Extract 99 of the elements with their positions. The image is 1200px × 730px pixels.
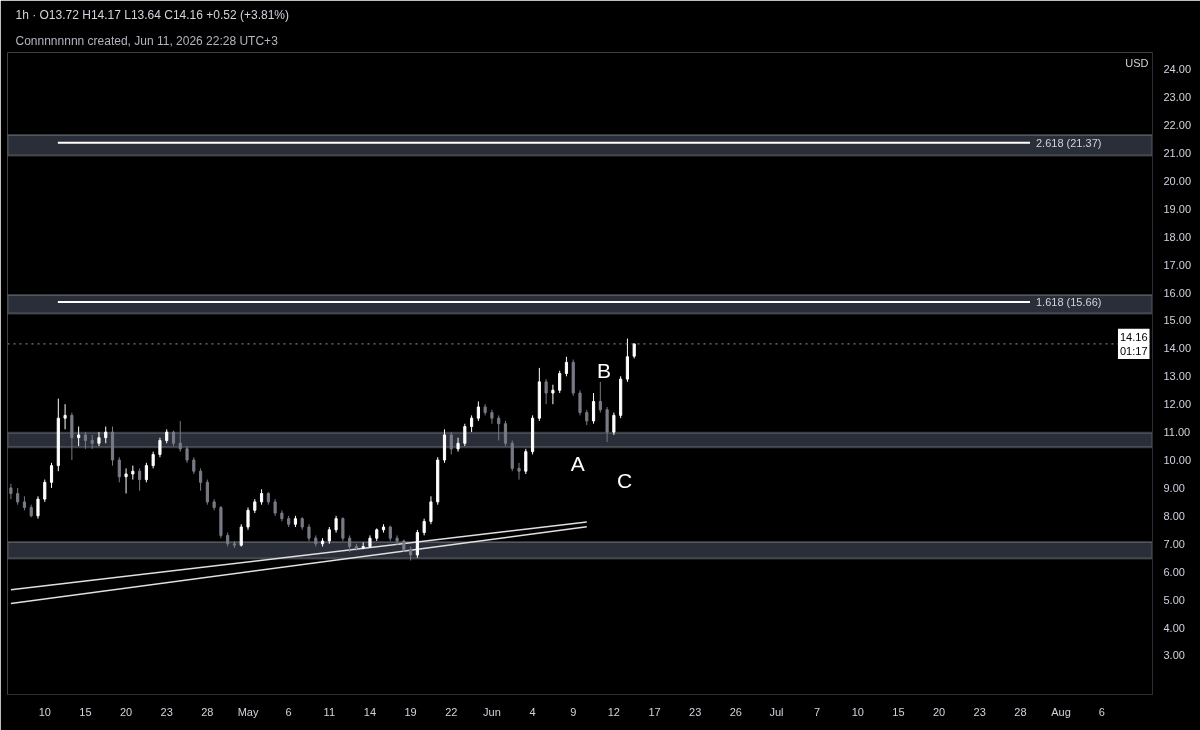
x-tick-label: Jul [769,705,784,718]
y-tick-label: 11.00 [1163,426,1191,439]
candlestick [551,384,555,405]
x-tick-label: 11 [323,705,336,718]
candlestick [144,462,148,483]
candlestick [246,506,250,531]
y-tick-label: 23.00 [1163,91,1192,104]
x-tick-label: 17 [648,705,661,718]
y-tick-label: 18.00 [1163,230,1192,243]
annotation: C [617,469,633,493]
candlestick [199,467,203,492]
x-tick-label: 10 [851,705,864,718]
y-tick-label: 3.00 [1163,649,1185,662]
text: Connnnnnnn created, Jun 11, 2026 22:28 UTC+3 [15,33,279,48]
candlestick [63,403,67,430]
x-tick-label: 4 [529,705,536,718]
candlestick [138,467,142,492]
x-tick-label: 23 [689,705,702,718]
x-tick-label: 23 [160,705,173,718]
x-tick-label: 6 [285,705,292,718]
candlestick [158,437,162,458]
ref-line-label: 1.618 (15.66) [1035,296,1102,309]
y-tick-label: 16.00 [1163,286,1192,299]
x-tick-label: 28 [201,705,214,718]
x-tick-label: 15 [892,705,905,718]
candlestick [77,426,81,447]
candlestick [97,431,101,447]
y-tick-label: 8.00 [1163,509,1185,522]
chart-title: 1h · O13.72 H14.17 L13.64 C14.16 +0.52 (+3.81%) [15,7,290,22]
y-tick-label: 24.00 [1163,63,1192,76]
candlestick [449,431,453,455]
x-tick-label: 10 [38,705,51,718]
x-tick-label: 20 [119,705,133,718]
x-tick-label: 9 [570,705,577,718]
x-tick-label: 19 [404,705,417,718]
candlestick [598,381,602,414]
candlestick [564,356,569,377]
x-tick-label: 23 [973,705,986,718]
candlestick [490,409,494,425]
candlestick [124,467,128,495]
candlestick [517,462,521,481]
candlestick [178,420,182,453]
candlestick [591,392,596,425]
x-tick-label: 7 [814,705,821,718]
candlestick [497,414,501,441]
x-tick-label: Aug [1051,705,1071,718]
ref-line-label: 2.618 (21.37) [1035,136,1102,149]
candlestick [43,479,47,503]
candlestick [463,423,467,447]
y-tick-label: 22.00 [1163,119,1192,132]
annotation: A [570,451,585,475]
candlestick [578,389,582,416]
y-tick-label: 14.00 [1163,342,1192,355]
candlestick [625,338,630,383]
y-axis-title: USD [1125,56,1149,69]
candlestick [503,420,508,447]
y-tick-label: 9.00 [1163,481,1185,494]
candlestick [205,479,209,506]
candlestick [605,406,609,443]
candlestick [117,456,121,483]
x-tick-label: 6 [1098,705,1105,718]
y-tick-label: 15.00 [1163,314,1192,327]
y-tick-label: 4.00 [1163,621,1185,634]
annotation: B [597,359,612,383]
candlestick [415,529,419,559]
x-tick-label: 26 [729,705,742,718]
x-tick-label: Jun [483,705,501,718]
candlestick [70,412,74,461]
x-tick-label: May [237,705,259,718]
y-tick-label: 19.00 [1163,202,1192,215]
x-tick-label: 28 [1014,705,1027,718]
candlestick [476,400,480,422]
candlestick [395,534,399,546]
x-tick-label: 14 [363,705,377,718]
candlestick [36,495,40,520]
candlestick [49,462,54,489]
y-tick-label: 5.00 [1163,593,1185,606]
y-tick-label: 17.00 [1163,258,1192,271]
candlestick [456,437,460,453]
ref-line-label: 14.16 01:17 [1119,330,1148,358]
y-tick-label: 12.00 [1163,398,1192,411]
y-tick-label: 10.00 [1163,454,1192,467]
y-tick-label: 7.00 [1163,537,1185,550]
candlestick [239,523,243,548]
y-tick-label: 6.00 [1163,565,1185,578]
x-tick-label: 15 [79,705,92,718]
y-tick-label: 13.00 [1163,370,1192,383]
x-tick-label: 22 [445,705,458,718]
x-tick-label: 20 [932,705,946,718]
x-tick-label: 12 [607,705,621,718]
candlestick [9,483,13,500]
candlestick [544,378,548,405]
candlestick [612,412,616,436]
candlestick [429,495,433,525]
candlestick [524,448,528,475]
candlestick [341,516,345,542]
candlestick [558,370,562,394]
y-tick-label: 20.00 [1163,174,1192,187]
y-tick-label: 21.00 [1163,146,1192,159]
